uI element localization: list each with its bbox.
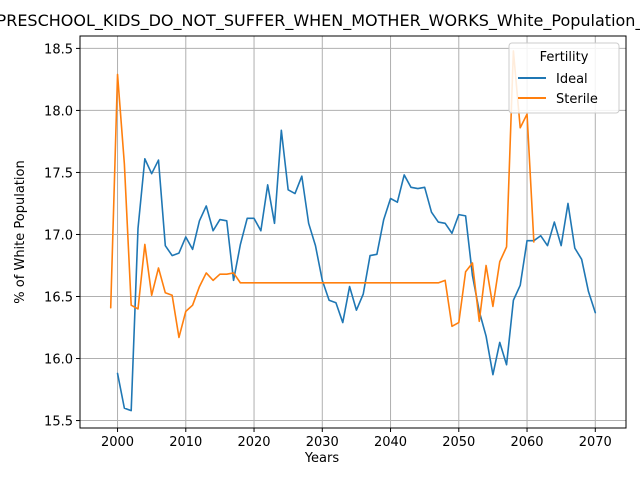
- x-tick-label: 2020: [237, 435, 270, 450]
- chart-title: PRESCHOOL_KIDS_DO_NOT_SUFFER_WHEN_MOTHER…: [0, 11, 640, 31]
- x-tick-label: 2030: [306, 435, 339, 450]
- x-tick-label: 2040: [374, 435, 407, 450]
- legend: Fertility Ideal Sterile: [508, 42, 620, 114]
- y-tick-label: 17.5: [44, 166, 73, 181]
- y-tick-label: 18.0: [44, 104, 73, 119]
- x-tick-label: 2050: [442, 435, 475, 450]
- series-line-sterile: [109, 50, 535, 339]
- y-tick-label: 16.0: [44, 353, 73, 368]
- y-tick-label: 18.5: [44, 42, 73, 57]
- series-line-ideal: [116, 129, 597, 412]
- y-axis-ticks: 15.5 16.0 16.5 17.0 17.5 18.0 18.5: [44, 42, 80, 430]
- x-axis-label: Years: [304, 451, 340, 466]
- y-axis-label: % of White Population: [13, 160, 28, 303]
- y-tick-label: 16.5: [44, 291, 73, 306]
- x-axis-ticks: 2000 2010 2020 2030 2040 2050 2060 2070: [101, 428, 612, 450]
- x-tick-label: 2060: [510, 435, 543, 450]
- legend-title: Fertility: [540, 50, 589, 65]
- legend-label-ideal: Ideal: [556, 72, 588, 87]
- x-tick-label: 2070: [579, 435, 612, 450]
- plot-frame: [79, 35, 627, 429]
- y-tick-label: 17.0: [44, 228, 73, 243]
- x-tick-label: 2000: [101, 435, 134, 450]
- x-tick-label: 2010: [169, 435, 202, 450]
- legend-label-sterile: Sterile: [556, 92, 598, 107]
- series-lines: [109, 50, 597, 412]
- y-tick-label: 15.5: [44, 415, 73, 430]
- legend-box: [508, 42, 620, 114]
